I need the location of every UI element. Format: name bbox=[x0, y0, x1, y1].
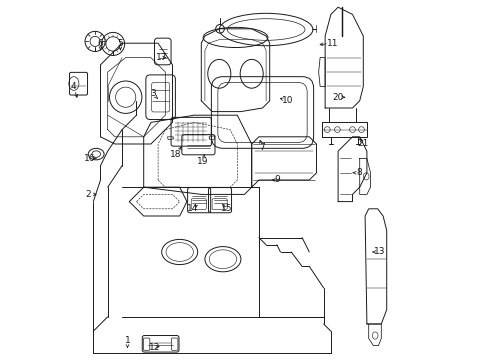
Text: 9: 9 bbox=[273, 175, 279, 184]
Text: 18: 18 bbox=[170, 150, 182, 159]
Text: 17: 17 bbox=[156, 53, 167, 62]
Text: 19: 19 bbox=[197, 157, 208, 166]
Text: 11: 11 bbox=[326, 39, 338, 48]
Text: 8: 8 bbox=[356, 168, 362, 177]
Text: 12: 12 bbox=[148, 343, 160, 352]
Text: 10: 10 bbox=[282, 96, 293, 105]
Text: 1: 1 bbox=[124, 336, 130, 345]
Text: 13: 13 bbox=[373, 248, 385, 256]
Text: 7: 7 bbox=[259, 143, 265, 152]
Text: 20: 20 bbox=[332, 93, 343, 102]
Text: 5: 5 bbox=[117, 39, 123, 48]
Text: 2: 2 bbox=[85, 190, 91, 199]
Text: 21: 21 bbox=[357, 139, 368, 148]
Text: 6: 6 bbox=[98, 39, 103, 48]
Text: 14: 14 bbox=[186, 204, 198, 213]
Text: 15: 15 bbox=[220, 204, 232, 213]
Text: 16: 16 bbox=[84, 154, 95, 163]
Text: 4: 4 bbox=[71, 82, 76, 91]
Text: 3: 3 bbox=[149, 89, 155, 98]
